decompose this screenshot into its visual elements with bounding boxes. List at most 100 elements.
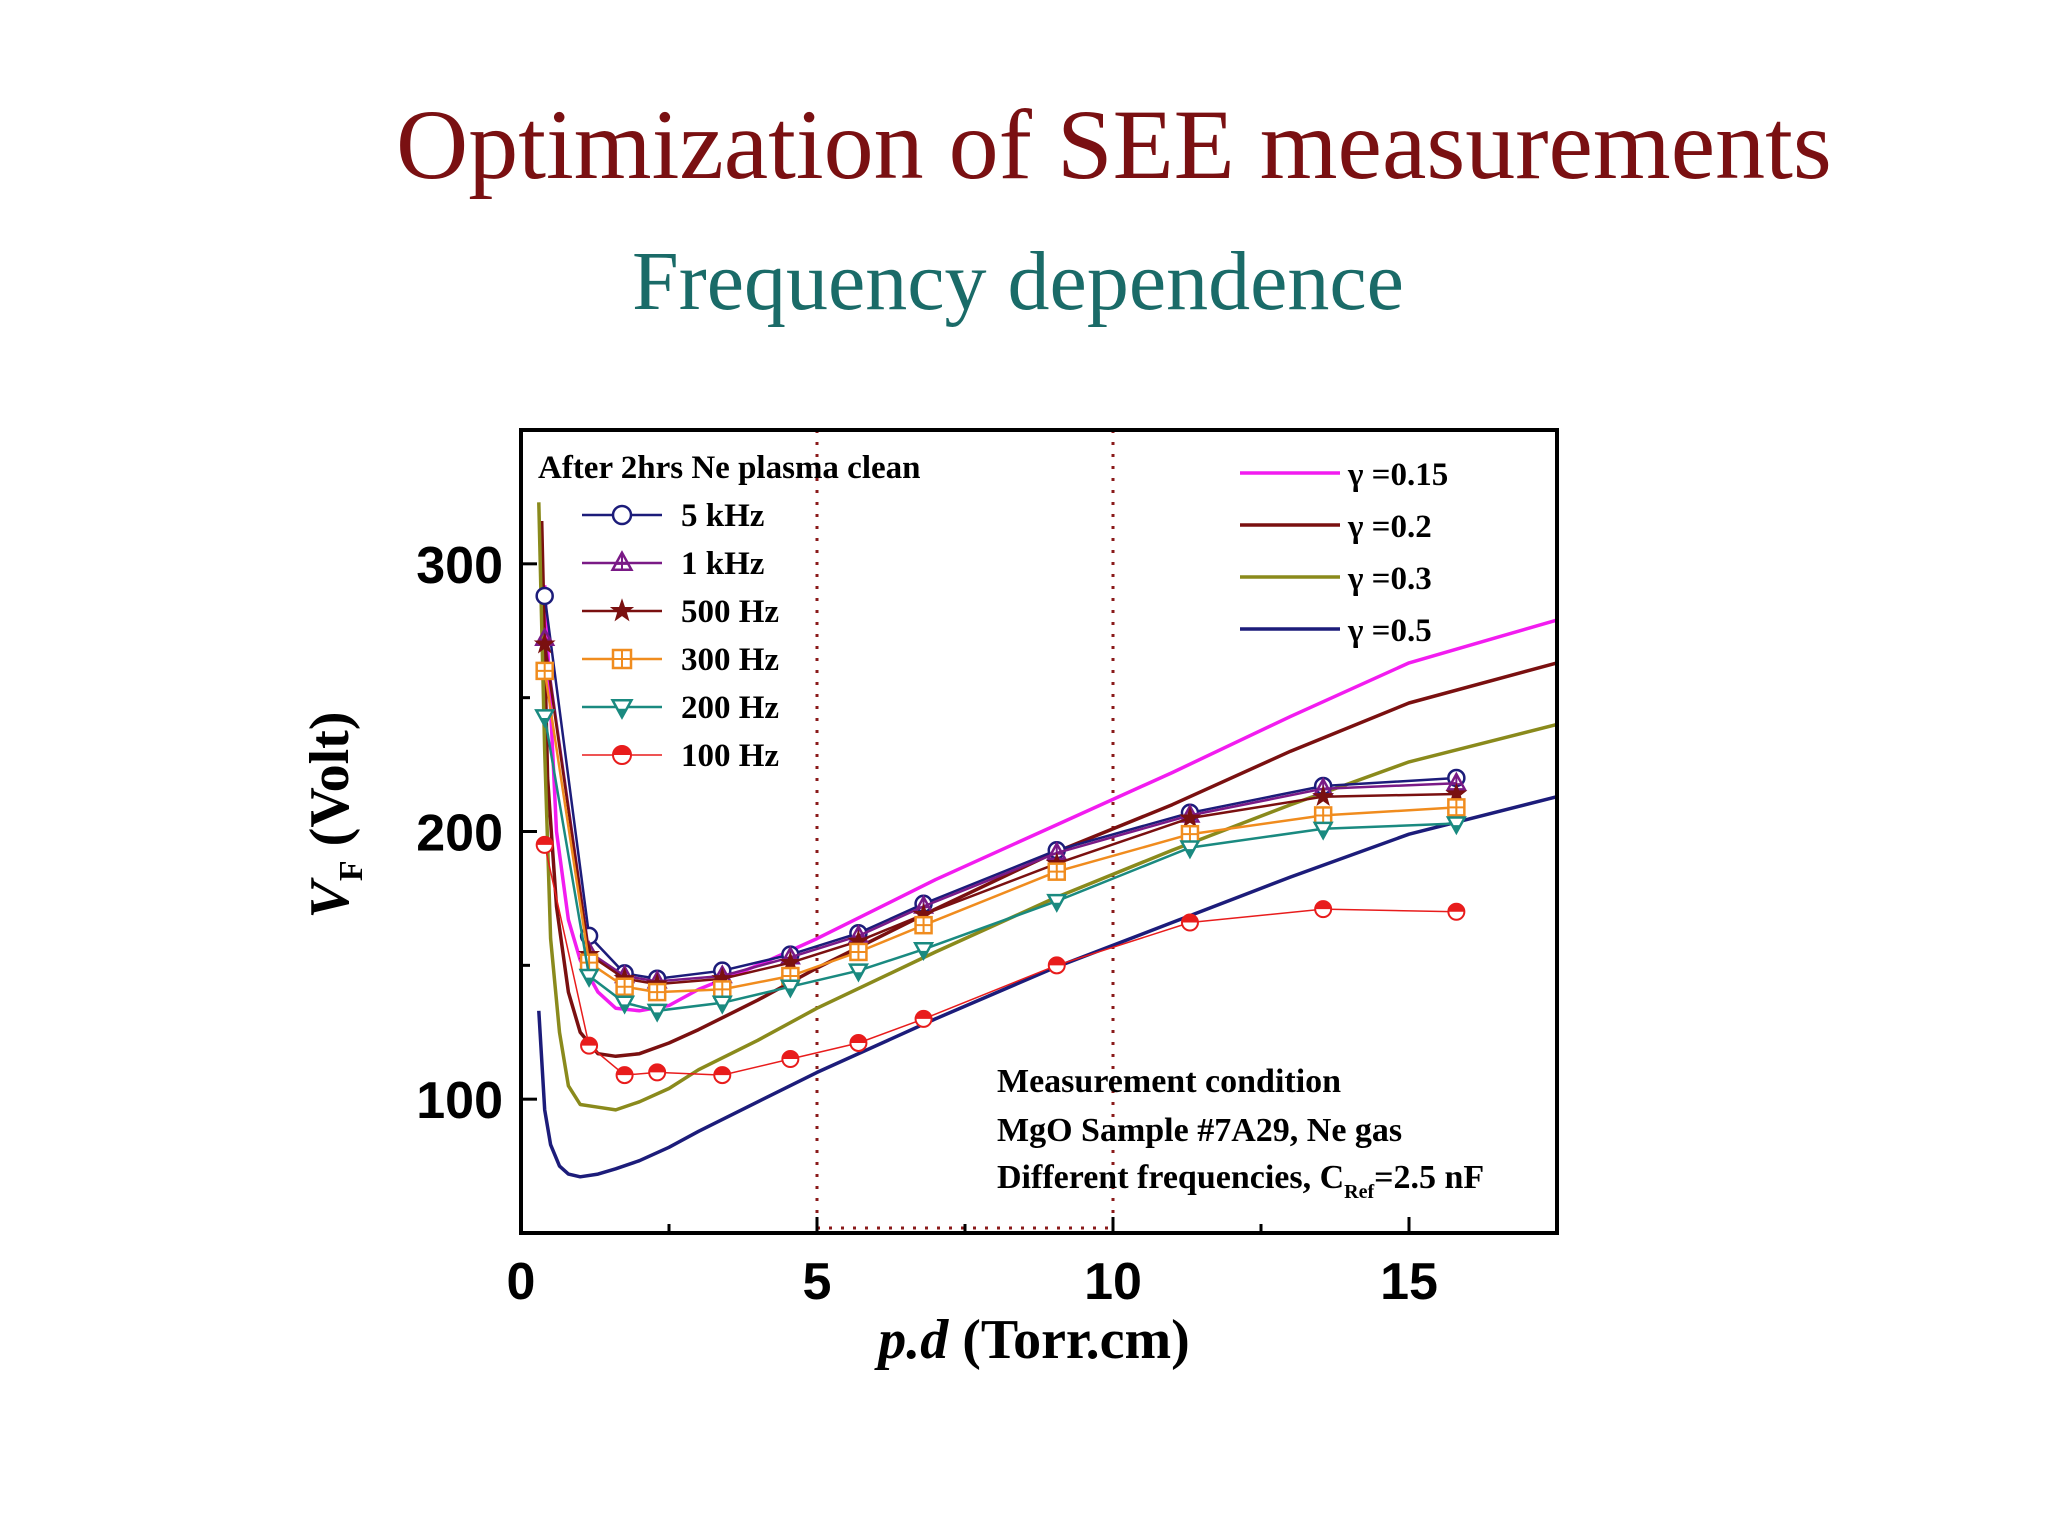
point-100-hz-10-fill	[1315, 901, 1332, 910]
series-100-hz	[535, 835, 1466, 1085]
point-500-hz-11	[1445, 782, 1468, 804]
legend-label-0-15: γ =0.15	[1347, 457, 1448, 493]
legend-marker-200-hz	[610, 699, 634, 720]
point-100-hz-2	[615, 1066, 634, 1085]
measured-series	[533, 586, 1468, 1085]
legend-marker-300-hz	[611, 648, 633, 670]
legend-label-5-khz: 5 kHz	[681, 498, 764, 534]
point-500-hz-9	[1178, 806, 1201, 828]
legend-item-0-2: γ =0.2	[1240, 509, 1432, 545]
point-200-hz-11-fill	[1452, 825, 1461, 833]
legend-marker-200-hz-fill	[617, 708, 627, 718]
point-300-hz-8	[1047, 862, 1067, 881]
point-100-hz-8-fill	[1048, 957, 1065, 966]
point-200-hz-11-outline	[1445, 816, 1467, 836]
series-line-500-hz	[543, 643, 1457, 986]
point-300-hz-1	[579, 953, 599, 972]
point-200-hz-3	[646, 1003, 668, 1023]
point-100-hz-0-fill	[536, 836, 553, 845]
point-100-hz-2-fill	[616, 1067, 633, 1076]
point-100-hz-8	[1047, 956, 1066, 975]
legend-marker-100-hz	[612, 745, 632, 765]
highlight-region	[815, 430, 1115, 1230]
point-300-hz-11	[1447, 798, 1466, 817]
legend-item-500-hz: 500 Hz	[582, 594, 779, 630]
point-100-hz-0	[535, 835, 554, 854]
point-100-hz-5-fill	[782, 1051, 799, 1060]
model-curve-0-2	[539, 520, 1557, 1059]
point-200-hz-7-fill	[919, 950, 928, 959]
slide-subtitle: Frequency dependence	[632, 235, 1404, 328]
legend-marker-1-khz	[610, 550, 634, 571]
series-500-hz	[533, 632, 1468, 994]
legend-label-0-2: γ =0.2	[1347, 509, 1432, 545]
point-300-hz-0	[535, 661, 554, 681]
axes: 0 5 10 15 100 200 300	[416, 428, 1559, 1311]
legend-label-0-3: γ =0.3	[1347, 561, 1432, 597]
point-200-hz-10	[1312, 821, 1334, 841]
point-300-hz-10	[1313, 806, 1333, 825]
y-axis-title: VF (Volt)	[299, 712, 370, 919]
note-line-1: Measurement condition	[997, 1063, 1341, 1100]
point-200-hz-0	[534, 709, 556, 729]
point-300-hz-6	[849, 942, 868, 962]
legend-label-1-khz: 1 kHz	[681, 546, 764, 582]
point-200-hz-2-fill	[620, 1004, 629, 1013]
y-tick-label-200: 200	[416, 805, 503, 863]
legend-item-0-5: γ =0.5	[1240, 613, 1432, 649]
point-200-hz-9	[1179, 840, 1201, 860]
point-100-hz-3-fill	[649, 1064, 666, 1073]
point-200-hz-7-outline	[913, 942, 935, 962]
legend-label-100-hz: 100 Hz	[681, 738, 779, 774]
point-100-hz-6-fill	[850, 1034, 867, 1043]
point-100-hz-7-fill	[915, 1010, 932, 1019]
point-100-hz-9-fill	[1181, 914, 1198, 923]
legend-marker-500-hz	[609, 598, 635, 622]
legend-measured-title: After 2hrs Ne plasma clean	[538, 450, 921, 486]
point-100-hz-1-fill	[581, 1037, 598, 1046]
legend: 5 kHz 1 kHz 500 Hz 300 Hz 200 Hz 100 Hz γ =0.1…	[582, 457, 1448, 774]
point-200-hz-9-fill	[1185, 849, 1195, 857]
point-200-hz-7	[913, 942, 935, 962]
point-100-hz-11	[1447, 902, 1466, 921]
point-200-hz-1-fill	[584, 977, 594, 986]
measurement-note: Measurement condition MgO Sample #7A29, …	[997, 1063, 1484, 1203]
legend-label-200-hz: 200 Hz	[681, 690, 779, 726]
legend-marker-100-hz-fill	[613, 746, 631, 755]
point-300-hz-2	[615, 977, 634, 996]
point-200-hz-11	[1445, 816, 1467, 836]
point-300-hz-4	[713, 980, 732, 999]
point-300-hz-7	[914, 915, 933, 935]
legend-item-100-hz: 100 Hz	[582, 738, 779, 774]
point-200-hz-2	[614, 995, 636, 1015]
point-100-hz-1	[580, 1036, 599, 1055]
point-100-hz-11-fill	[1448, 903, 1465, 912]
legend-item-5-khz: 5 kHz	[582, 498, 764, 534]
note-line-3: Different frequencies, CRef=2.5 nF	[997, 1159, 1484, 1203]
point-200-hz-0-outline	[534, 709, 556, 729]
point-300-hz-9	[1180, 824, 1200, 844]
legend-label-0-5: γ =0.5	[1347, 613, 1432, 649]
legend-item-200-hz: 200 Hz	[582, 690, 779, 726]
legend-item-300-hz: 300 Hz	[582, 642, 779, 678]
point-200-hz-8	[1046, 893, 1068, 913]
point-200-hz-8-fill	[1052, 902, 1061, 911]
x-tick-label-15: 15	[1380, 1253, 1438, 1311]
point-200-hz-0-fill	[540, 718, 549, 726]
legend-item-0-15: γ =0.15	[1240, 457, 1448, 493]
point-100-hz-10	[1314, 900, 1333, 919]
model-curve-0-3	[537, 502, 1557, 1112]
series-200-hz	[534, 709, 1467, 1023]
legend-item-1-khz: 1 kHz	[582, 546, 764, 582]
point-100-hz-4-fill	[714, 1067, 731, 1076]
legend-marker-5-khz	[611, 504, 633, 526]
slide-title: Optimization of SEE measurements	[396, 89, 1832, 200]
point-500-hz-5	[779, 951, 802, 972]
model-curves	[537, 502, 1557, 1179]
legend-label-500-hz: 500 Hz	[681, 594, 779, 630]
point-5-khz-0	[535, 586, 554, 606]
point-100-hz-4	[713, 1066, 732, 1085]
point-500-hz-0	[533, 632, 556, 654]
point-200-hz-2-outline	[614, 995, 636, 1015]
